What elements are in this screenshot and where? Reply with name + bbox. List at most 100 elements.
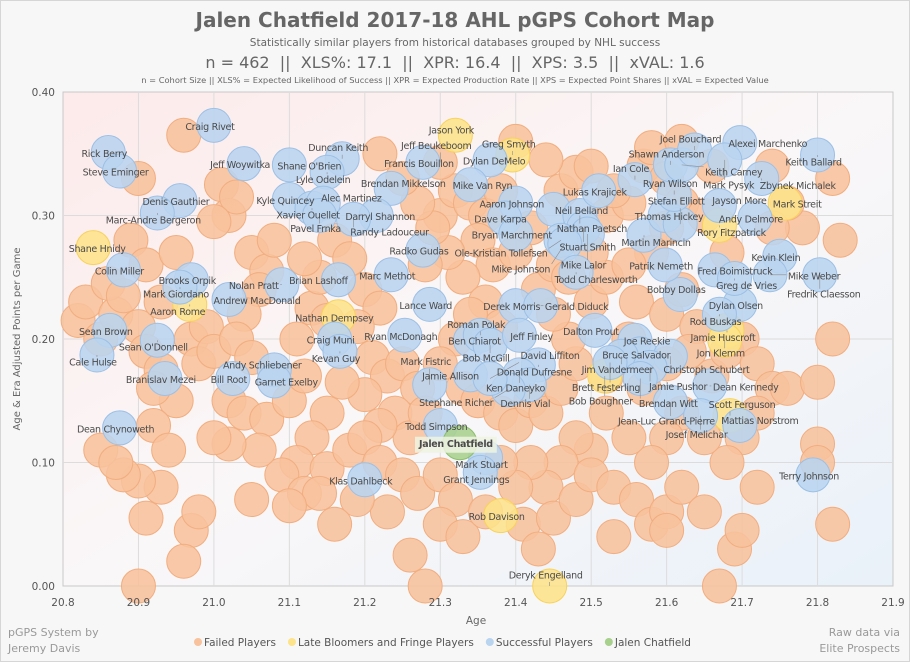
success-player-point xyxy=(105,252,141,288)
failed-player-point xyxy=(271,488,307,524)
player-label: Randy Ladouceur xyxy=(350,228,429,239)
player-label: Jeff Finley xyxy=(509,332,553,343)
failed-player-point xyxy=(686,494,722,530)
stat-definitions: n = Cohort Size || XLS% = Expected Likel… xyxy=(141,75,769,85)
player-label: Aaron Rome xyxy=(150,307,205,318)
success-player-point xyxy=(577,312,613,348)
player-label: Sean Brown xyxy=(79,327,133,338)
credit-left-line2: Jeremy Davis xyxy=(8,642,81,655)
player-label: David Liffiton xyxy=(521,351,580,362)
player-label: Bruce Salvador xyxy=(602,350,670,361)
player-label: Grant Jennings xyxy=(443,475,509,486)
player-label: Bob McGill xyxy=(463,354,510,365)
success-player-point xyxy=(795,457,831,493)
player-label: Colin Miller xyxy=(95,266,144,277)
player-label: Greg de Vries xyxy=(716,281,777,292)
subject-label-bg xyxy=(414,436,497,453)
player-label: Jean-Luc Grand-Pierre xyxy=(617,416,715,427)
player-label: Fred Boimistruck xyxy=(698,266,774,277)
success-player-point xyxy=(405,144,441,180)
success-player-point xyxy=(502,317,537,353)
failed-player-point xyxy=(634,445,670,480)
credit-right: Raw data via Elite Prospects xyxy=(819,625,900,657)
x-tick-label: 21.1 xyxy=(278,597,301,609)
failed-player-point xyxy=(362,136,398,172)
failed-player-point xyxy=(649,512,685,548)
failed-player-point xyxy=(219,179,255,215)
failed-player-point xyxy=(234,482,270,518)
player-label: Ian Cole xyxy=(613,164,650,175)
chart-subtitle: Statistically similar players from histo… xyxy=(250,37,660,49)
player-label: Dalton Prout xyxy=(563,327,619,338)
x-tick-label: 21.5 xyxy=(579,597,602,609)
player-label: Zbynek Michalek xyxy=(760,181,837,192)
player-label: Ole-Kristian Tollefsen xyxy=(454,249,547,260)
player-label: Craig Rivet xyxy=(185,122,235,133)
credit-left: pGPS System by Jeremy Davis xyxy=(8,625,99,657)
player-label: Stuart Smith xyxy=(559,242,616,253)
player-label: Shawn Anderson xyxy=(629,149,705,160)
failed-player-point xyxy=(664,469,700,505)
credit-right-line1: Raw data via xyxy=(828,626,900,639)
player-label: Brendan Mikkelson xyxy=(361,179,446,190)
failed-player-point xyxy=(392,537,428,573)
failed-player-point xyxy=(286,241,322,277)
player-label: Dennis Vial xyxy=(500,399,550,410)
success-player-point xyxy=(271,147,307,183)
player-label: Fredrik Claesson xyxy=(787,289,861,300)
y-tick-label: 0.00 xyxy=(32,581,55,593)
legend-label-success: Successful Players xyxy=(496,637,593,649)
label-leader-line xyxy=(494,389,509,398)
x-tick-label: 21.3 xyxy=(429,597,452,609)
failed-player-point xyxy=(369,494,405,530)
success-player-point xyxy=(256,363,292,399)
player-label: Martin Marincin xyxy=(621,238,691,249)
success-player-point xyxy=(320,262,356,298)
fringe-player-point xyxy=(75,230,111,266)
player-label: Keith Ballard xyxy=(785,157,842,168)
failed-player-point xyxy=(709,445,745,480)
failed-player-point xyxy=(822,222,858,258)
x-tick-label: 21.0 xyxy=(202,597,225,609)
legend-label-failed: Failed Players xyxy=(204,637,276,649)
success-player-point xyxy=(211,281,247,317)
player-label: Ryan Wilson xyxy=(643,179,698,190)
success-player-point xyxy=(737,200,773,236)
player-label: Derek Morris xyxy=(483,302,540,313)
failed-player-point xyxy=(98,445,134,480)
failed-player-point xyxy=(596,519,632,555)
player-label: Brendan Witt xyxy=(639,399,698,410)
success-player-point xyxy=(387,317,423,353)
subject-label: Jalen Chatfield xyxy=(418,439,493,450)
player-label: Bob Boughner xyxy=(569,397,633,408)
x-tick-label: 21.4 xyxy=(504,597,528,609)
player-label: Radko Gudas xyxy=(389,247,448,258)
success-player-point xyxy=(647,247,683,283)
player-label: Jim Vandermeer xyxy=(581,365,654,376)
player-label: Aaron Johnson xyxy=(480,200,545,211)
success-player-point xyxy=(722,407,758,443)
failed-player-point xyxy=(279,321,315,357)
player-label: Dean Kennedy xyxy=(713,382,779,393)
success-player-point xyxy=(373,170,409,206)
player-label: Donald Dufresne xyxy=(497,367,573,378)
failed-player-point xyxy=(196,204,232,240)
failed-player-point xyxy=(618,284,654,320)
failed-player-point xyxy=(701,568,737,604)
player-label: Lukas Krajicek xyxy=(563,187,628,198)
failed-player-point xyxy=(800,364,836,400)
failed-player-point xyxy=(151,432,187,468)
failed-player-point xyxy=(166,543,202,579)
fringe-player-point xyxy=(437,117,473,153)
player-label: Stephane Richer xyxy=(419,398,493,409)
player-label: Bryan Marchment xyxy=(472,231,553,242)
player-label: Patrik Nemeth xyxy=(629,261,693,272)
player-label: Jon Klemm xyxy=(696,349,745,360)
player-label: Brett Festerling xyxy=(572,383,641,394)
player-label: Brooks Orpik xyxy=(159,276,217,287)
failed-player-point xyxy=(445,519,481,555)
player-label: Greg Smyth xyxy=(482,139,536,150)
success-player-point xyxy=(102,410,138,446)
player-label: Mike Van Ryn xyxy=(453,181,513,192)
